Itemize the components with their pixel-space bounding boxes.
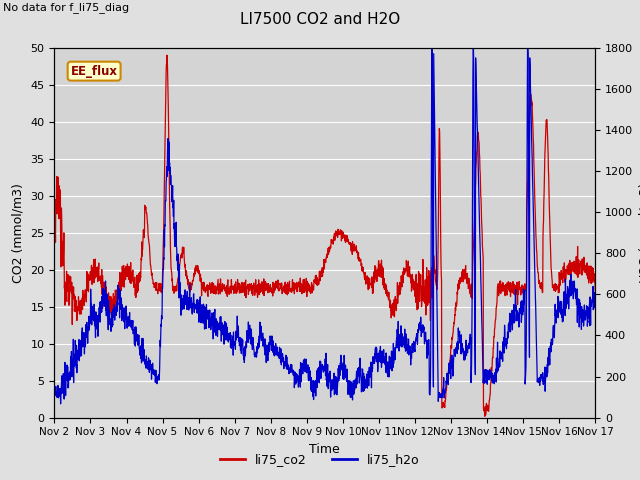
Text: EE_flux: EE_flux	[70, 65, 118, 78]
X-axis label: Time: Time	[309, 443, 340, 456]
Text: No data for f_li75_diag: No data for f_li75_diag	[3, 2, 129, 13]
Legend: li75_co2, li75_h2o: li75_co2, li75_h2o	[215, 448, 425, 471]
Y-axis label: H2O (mmol/m3): H2O (mmol/m3)	[639, 182, 640, 283]
Text: LI7500 CO2 and H2O: LI7500 CO2 and H2O	[240, 12, 400, 27]
Y-axis label: CO2 (mmol/m3): CO2 (mmol/m3)	[12, 183, 25, 283]
